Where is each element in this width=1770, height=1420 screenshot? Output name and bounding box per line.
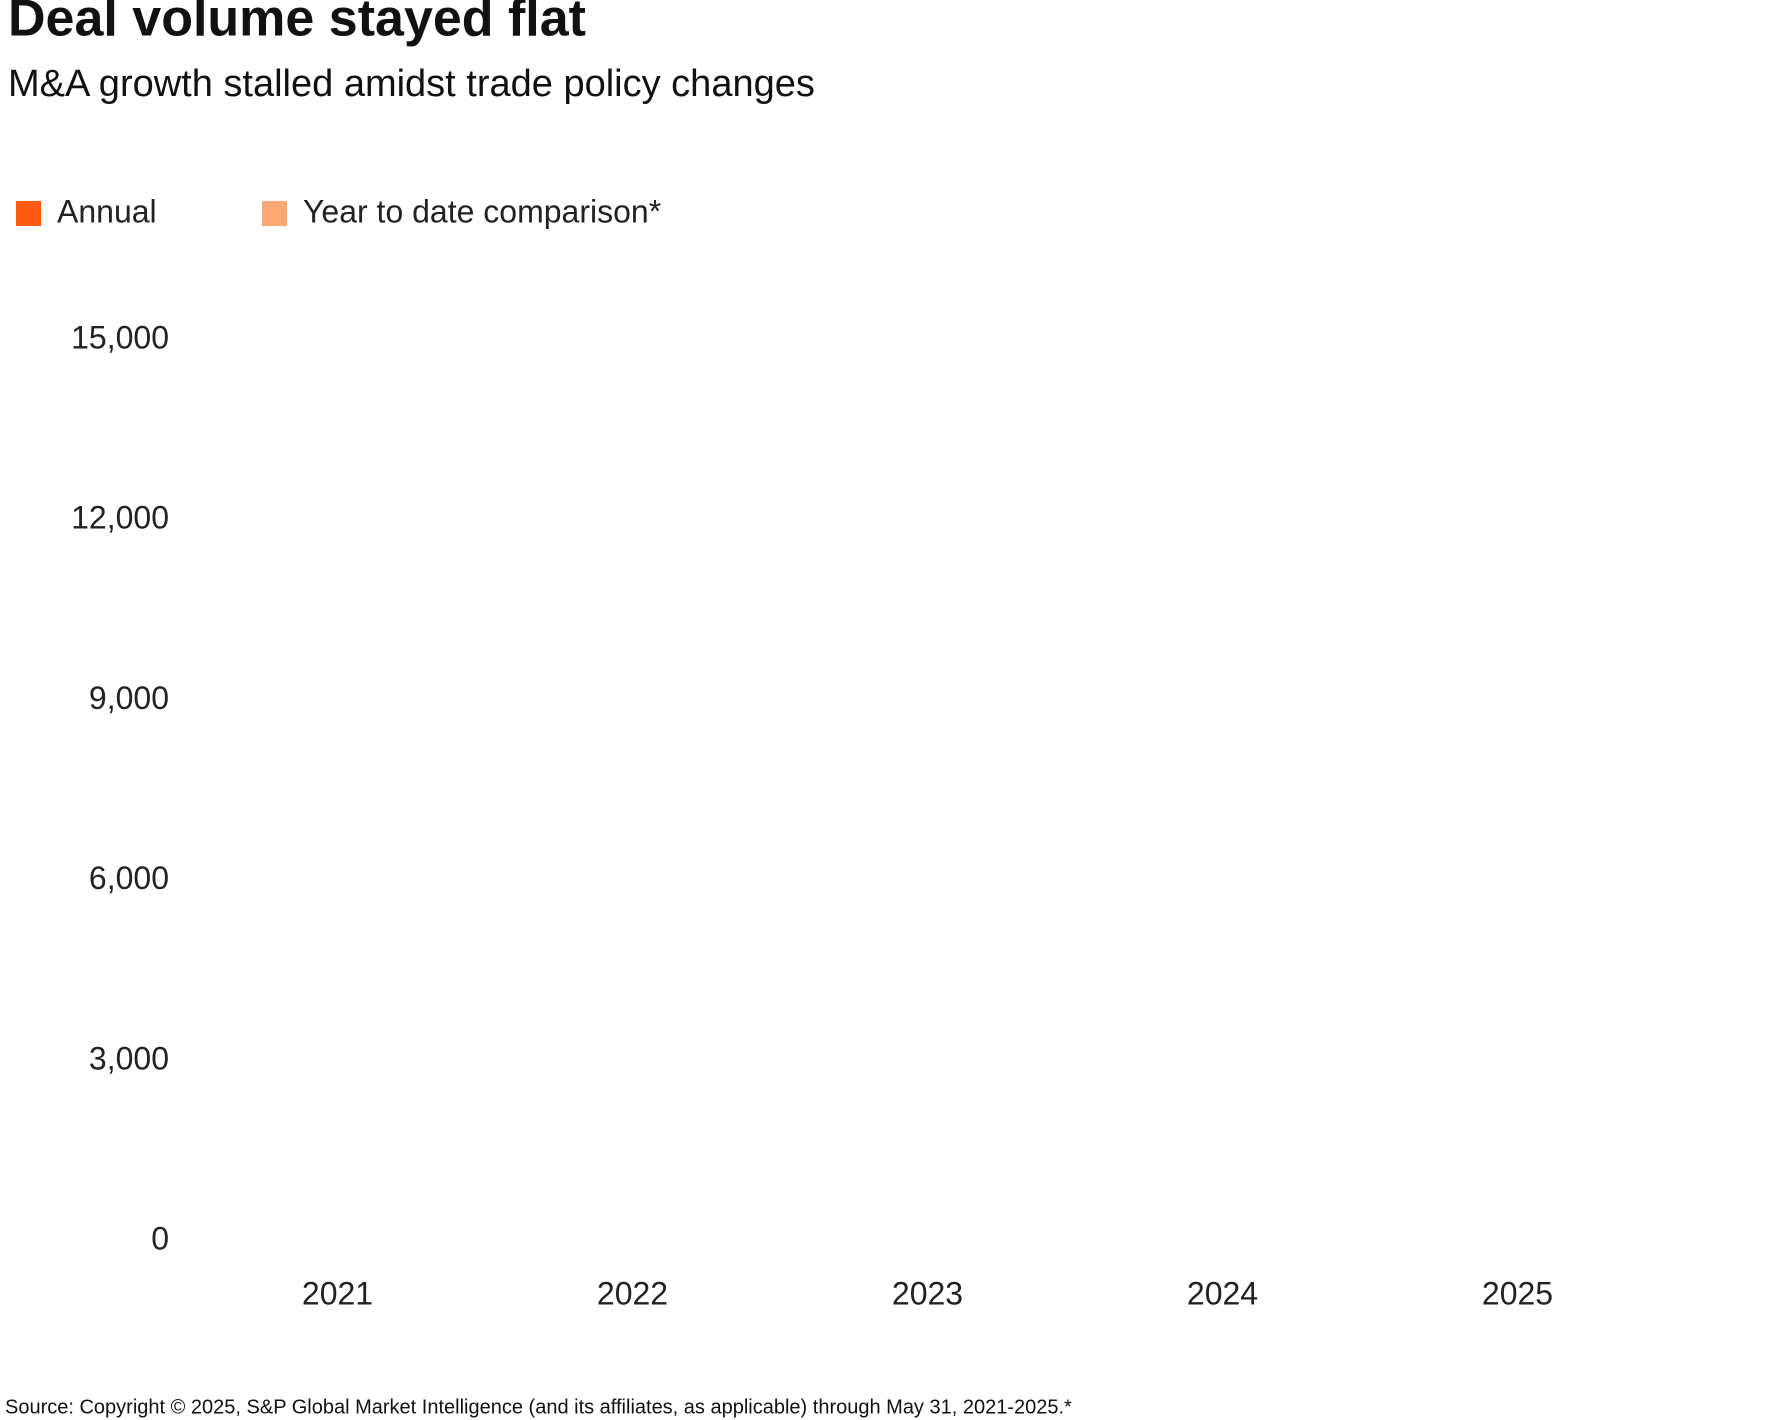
legend-swatch xyxy=(16,201,41,226)
y-tick-label: 15,000 xyxy=(71,319,169,355)
chart-subtitle: M&A growth stalled amidst trade policy c… xyxy=(8,63,815,105)
chart-title: Deal volume stayed flat xyxy=(8,0,586,48)
y-tick-label: 6,000 xyxy=(89,860,169,896)
y-tick-label: 3,000 xyxy=(89,1040,169,1076)
x-tick-label: 2024 xyxy=(1187,1275,1258,1311)
legend-label: Year to date comparison* xyxy=(303,193,661,229)
y-tick-label: 0 xyxy=(151,1220,169,1256)
x-tick-label: 2021 xyxy=(302,1275,373,1311)
legend-label: Annual xyxy=(57,193,157,229)
x-tick-label: 2023 xyxy=(892,1275,963,1311)
legend-swatch xyxy=(262,201,287,226)
source-note: Source: Copyright © 2025, S&P Global Mar… xyxy=(5,1396,1072,1418)
x-tick-label: 2025 xyxy=(1482,1275,1553,1311)
y-tick-label: 12,000 xyxy=(71,500,169,536)
x-tick-label: 2022 xyxy=(597,1275,668,1311)
y-tick-label: 9,000 xyxy=(89,680,169,716)
